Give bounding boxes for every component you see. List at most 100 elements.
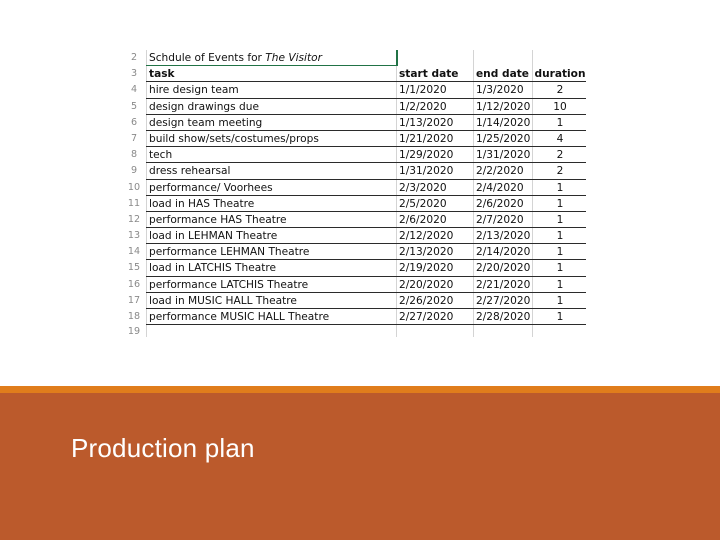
- duration-cell: 1: [556, 197, 564, 210]
- end-date-cell: 1/25/2020: [476, 132, 531, 145]
- task-cell: load in HAS Theatre: [149, 197, 255, 210]
- row-border: [146, 178, 586, 180]
- end-date-cell: 2/13/2020: [476, 230, 531, 243]
- duration-cell: 10: [553, 100, 567, 113]
- end-date-cell: 2/4/2020: [476, 181, 524, 194]
- start-date-cell: 1/1/2020: [399, 84, 447, 97]
- duration-cell: 2: [556, 165, 564, 178]
- start-date-cell: 2/6/2020: [399, 213, 447, 226]
- task-cell: build show/sets/costumes/props: [149, 132, 319, 145]
- table-row: 11 load in HAS Theatre 2/5/2020 2/6/2020 1: [126, 196, 586, 212]
- gridline-col-a: [146, 50, 147, 338]
- task-cell: design team meeting: [149, 116, 263, 129]
- table-row: 9 dress rehearsal 1/31/2020 2/2/2020 2: [126, 163, 586, 180]
- task-cell: load in LATCHIS Theatre: [149, 262, 277, 275]
- end-date-cell: 1/31/2020: [476, 149, 531, 162]
- row-border: [146, 162, 586, 164]
- row-number: 3: [130, 68, 138, 80]
- task-cell: load in LEHMAN Theatre: [149, 230, 278, 243]
- start-date-cell: 1/29/2020: [399, 149, 454, 162]
- row-border: [146, 129, 586, 131]
- sheet-title-play: The Visitor: [265, 52, 322, 64]
- row-number: 18: [127, 311, 141, 322]
- row-border: [146, 113, 586, 115]
- table-row: 14 performance LEHMAN Theatre 2/13/2020 2/1…: [126, 244, 586, 261]
- duration-cell: 4: [556, 132, 564, 145]
- table-row: 7 build show/sets/costumes/props 1/21/2020…: [126, 131, 586, 148]
- start-date-cell: 2/26/2020: [399, 294, 454, 307]
- task-cell: performance HAS Theatre: [149, 213, 287, 226]
- end-date-cell: 2/20/2020: [476, 262, 531, 275]
- table-row: 5 design drawings due 1/2/2020 1/12/2020 10: [126, 99, 586, 115]
- task-cell: hire design team: [149, 84, 239, 97]
- title-band: Production plan: [0, 393, 720, 540]
- row-border: [146, 243, 586, 245]
- row-border: [146, 324, 586, 326]
- duration-cell: 1: [556, 230, 564, 243]
- start-date-cell: 2/5/2020: [399, 197, 447, 210]
- row-number: 17: [127, 294, 141, 306]
- start-date-cell: 2/3/2020: [399, 181, 447, 194]
- duration-cell: 1: [556, 311, 564, 323]
- table-row: 13 load in LEHMAN Theatre 2/12/2020 2/13/20…: [126, 228, 586, 245]
- task-cell: performance LEHMAN Theatre: [149, 246, 310, 259]
- row-border: [146, 308, 586, 309]
- start-date-cell: 2/27/2020: [399, 311, 454, 323]
- end-date-cell: 1/3/2020: [476, 84, 524, 97]
- table-row: 10 performance/ Voorhees 2/3/2020 2/4/2020 1: [126, 180, 586, 196]
- duration-cell: 2: [556, 84, 564, 97]
- row-border: [146, 291, 586, 293]
- start-date-cell: 2/20/2020: [399, 278, 454, 291]
- gridline-col-c: [473, 50, 474, 338]
- start-date-cell: 1/13/2020: [399, 116, 454, 129]
- task-cell: performance LATCHIS Theatre: [149, 278, 309, 291]
- gridline-col-d: [532, 50, 533, 338]
- table-row: 12 performance HAS Theatre 2/6/2020 2/7/202…: [126, 212, 586, 229]
- header-task: task: [149, 68, 175, 81]
- start-date-cell: 2/12/2020: [399, 230, 454, 243]
- row-number: 6: [130, 116, 138, 128]
- header-row: 3 task start date end date duration: [126, 66, 586, 83]
- row-border: [146, 146, 586, 148]
- table-row: 16 performance LATCHIS Theatre 2/20/2020 2/…: [126, 277, 586, 293]
- end-date-cell: 1/14/2020: [476, 116, 531, 129]
- row-number: 5: [130, 100, 138, 112]
- start-date-cell: 2/19/2020: [399, 262, 454, 275]
- header-start-date: start date: [399, 68, 459, 81]
- duration-cell: 1: [556, 262, 564, 275]
- accent-bar: [0, 386, 720, 393]
- empty-row: 19: [126, 325, 586, 337]
- duration-cell: 1: [556, 294, 564, 307]
- cell-selection-handle: [396, 50, 398, 65]
- row-border: [146, 210, 586, 212]
- row-border: [146, 194, 586, 196]
- table-row: 15 load in LATCHIS Theatre 2/19/2020 2/20/2…: [126, 260, 586, 277]
- end-date-cell: 2/28/2020: [476, 311, 531, 323]
- cell-selection-border: [146, 65, 398, 66]
- end-date-cell: 2/2/2020: [476, 165, 524, 178]
- duration-cell: 1: [556, 116, 564, 129]
- header-end-date: end date: [476, 68, 529, 81]
- duration-cell: 2: [556, 149, 564, 162]
- row-number: 9: [130, 165, 138, 177]
- start-date-cell: 2/13/2020: [399, 246, 454, 259]
- slide-title: Production plan: [71, 433, 255, 463]
- start-date-cell: 1/31/2020: [399, 165, 454, 178]
- row-number: 8: [130, 149, 138, 161]
- row-number: 4: [130, 84, 138, 96]
- duration-cell: 1: [556, 181, 564, 194]
- row-number: 12: [127, 213, 141, 225]
- row-number: 7: [130, 132, 138, 144]
- task-cell: design drawings due: [149, 100, 259, 113]
- end-date-cell: 2/6/2020: [476, 197, 524, 210]
- header-duration: duration: [534, 68, 586, 81]
- spreadsheet-image: 2 Schdule of Events for The Visitor 3 ta…: [126, 50, 586, 338]
- row-border: [146, 275, 586, 277]
- row-number: 13: [127, 230, 141, 242]
- gridline-col-b: [396, 50, 397, 338]
- sheet-title: Schdule of Events for The Visitor: [149, 50, 322, 66]
- task-cell: performance MUSIC HALL Theatre: [149, 311, 330, 323]
- row-number: 19: [127, 326, 141, 338]
- task-cell: tech: [149, 149, 173, 162]
- table-row: 17 load in MUSIC HALL Theatre 2/26/2020 2/2…: [126, 293, 586, 309]
